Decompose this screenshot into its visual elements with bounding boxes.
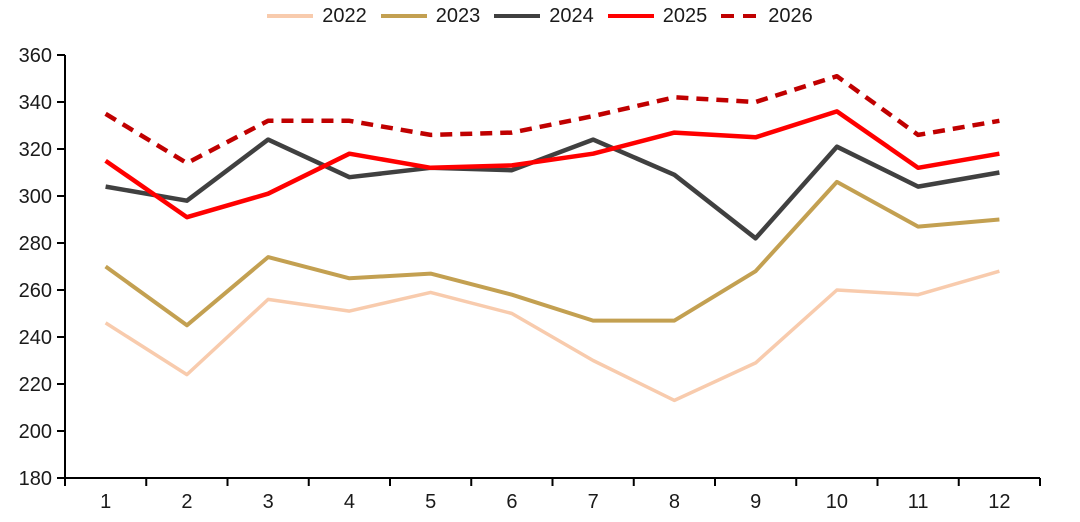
y-axis-tick-label: 360 [19, 45, 52, 67]
x-axis-tick-label: 3 [263, 491, 274, 513]
legend-swatch-2024 [494, 14, 541, 18]
y-axis-tick-label: 220 [19, 374, 52, 396]
series-line-2026 [104, 73, 1000, 166]
legend-swatch-2025 [607, 14, 654, 18]
y-axis-tick-label: 240 [19, 327, 52, 349]
series-line-2024 [105, 137, 1000, 241]
legend-swatch-2022 [267, 14, 314, 18]
legend-swatch-2023 [380, 14, 427, 18]
x-axis-tick-label: 2 [181, 491, 192, 513]
y-axis-tick-label: 300 [19, 186, 52, 208]
legend-item-2025: 2025 [607, 5, 708, 27]
x-axis-tick-label: 11 [908, 491, 929, 513]
x-axis-tick-label: 1 [100, 491, 111, 513]
x-axis-tick-label: 7 [588, 491, 599, 513]
x-axis-tick-label: 12 [988, 491, 1010, 513]
y-axis-tick-label: 320 [19, 139, 52, 161]
legend-label: 2024 [549, 5, 594, 27]
chart-legend: 2022 2023 2024 2025 2026 [0, 6, 1080, 26]
y-axis-tick-label: 180 [19, 468, 52, 490]
y-axis-tick-label: 340 [19, 92, 52, 114]
series-line-2023 [104, 179, 1000, 328]
legend-label: 2023 [435, 5, 481, 27]
legend-swatch-2026 [721, 14, 760, 18]
legend-item-2023: 2023 [380, 5, 481, 27]
y-axis-tick-label: 260 [19, 280, 52, 302]
x-axis-tick-label: 6 [506, 491, 517, 513]
x-axis-tick-label: 5 [425, 491, 436, 513]
y-axis-tick-label: 280 [19, 233, 52, 255]
x-axis-tick-label: 8 [669, 491, 680, 513]
series-line-2025 [104, 109, 1000, 220]
legend-item-2024: 2024 [494, 6, 594, 26]
x-axis-tick-label: 9 [750, 491, 761, 513]
y-axis-tick-label: 200 [19, 421, 52, 443]
legend-item-2022: 2022 [267, 6, 367, 26]
x-axis-tick-label: 4 [344, 491, 355, 513]
x-axis-tick-label: 10 [826, 491, 848, 513]
legend-item-2026: 2026 [721, 6, 813, 26]
legend-label: 2025 [662, 5, 708, 27]
legend-label: 2022 [322, 5, 367, 27]
series-line-2022 [104, 269, 1000, 403]
legend-label: 2026 [768, 5, 813, 27]
